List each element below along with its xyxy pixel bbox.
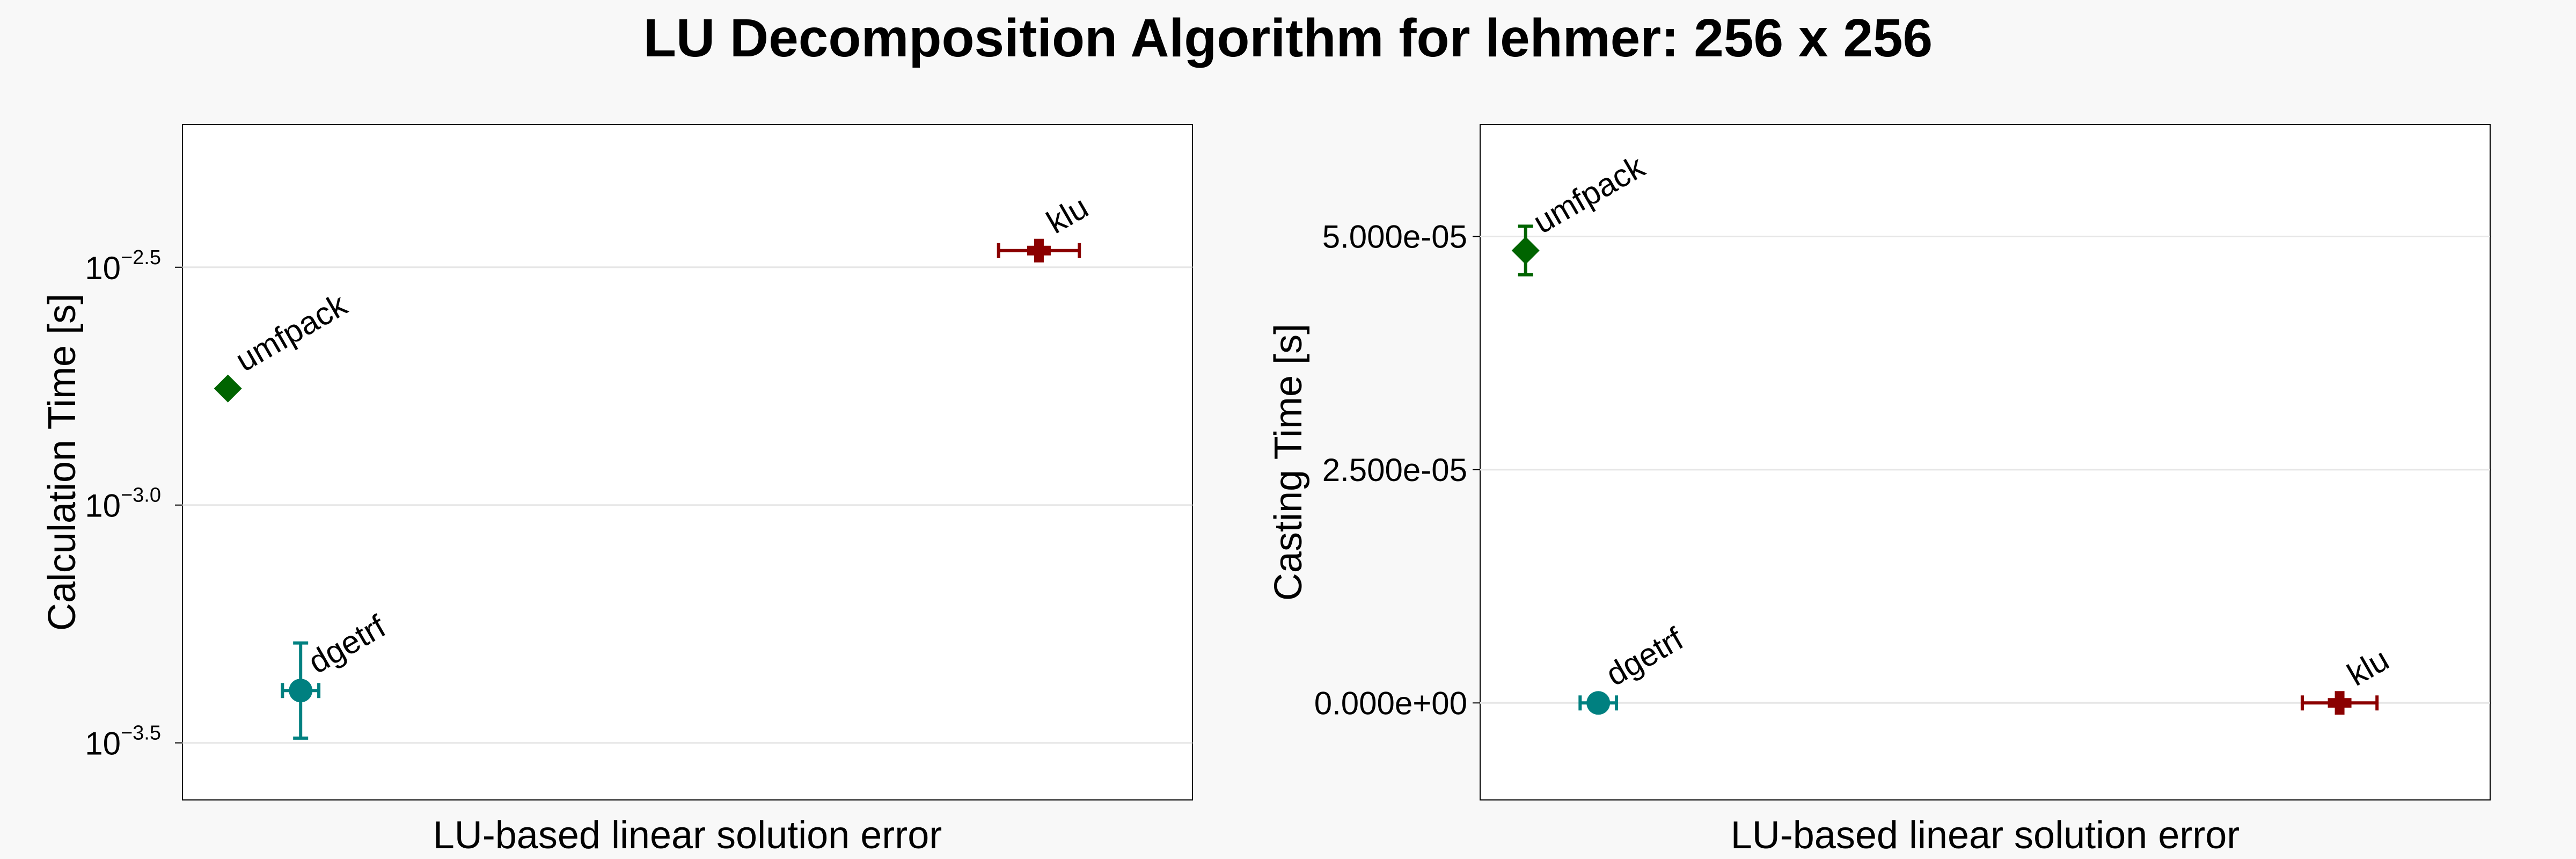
y-axis-label: Calculation Time [s] [41, 294, 84, 631]
marker-diamond [214, 374, 242, 403]
x-axis-label: LU-based linear solution error [1731, 814, 2240, 857]
y-tick-label: 0.000e+00 [1314, 685, 1467, 721]
plot-area [182, 124, 1193, 800]
y-tick-label: 10−3.5 [85, 722, 161, 762]
chart-title: LU Decomposition Algorithm for lehmer: 2… [643, 8, 1933, 68]
y-tick-label: 5.000e-05 [1322, 219, 1467, 255]
marker-cross [1027, 238, 1051, 263]
chart-panel-2: 5.000e-05 2.500e-05 0.000e+00 Casting Time … [1267, 124, 2491, 857]
marker-circle [1586, 691, 1611, 715]
y-axis-label: Casting Time [s] [1267, 324, 1310, 601]
y-tick-label: 10−3.0 [85, 484, 161, 524]
x-axis-label: LU-based linear solution error [433, 814, 942, 857]
marker-diamond [1511, 236, 1540, 265]
y-tick-label: 2.500e-05 [1322, 452, 1467, 488]
y-tick-label: 10−2.5 [85, 246, 161, 286]
marker-cross [2328, 691, 2352, 715]
marker-circle [289, 679, 313, 703]
chart-panel-1: 10−2.5 10−3.0 10−3.5 Calculation Time [s] LU… [41, 124, 1193, 857]
